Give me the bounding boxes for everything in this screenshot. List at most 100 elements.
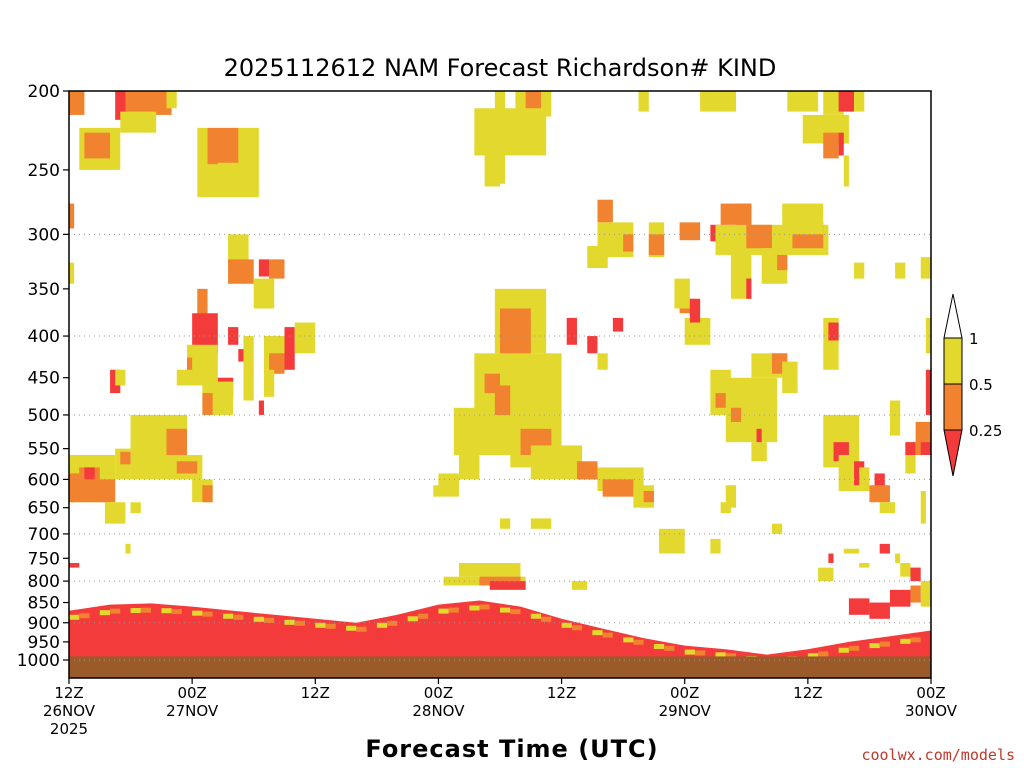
heatmap-cell bbox=[925, 317, 931, 354]
surface-texture-cell bbox=[561, 622, 572, 628]
surface-texture-cell bbox=[725, 653, 737, 659]
heatmap-cell bbox=[484, 155, 500, 187]
surface-texture-cell bbox=[828, 649, 839, 655]
heatmap-cell bbox=[828, 553, 834, 563]
y-tick-label: 900 bbox=[28, 614, 60, 634]
surface-texture-cell bbox=[612, 635, 624, 641]
surface-texture-cell bbox=[294, 620, 306, 626]
heatmap-cell bbox=[494, 385, 511, 415]
heatmap-cell bbox=[438, 473, 459, 489]
heatmap-cell bbox=[269, 353, 285, 374]
heatmap-cell bbox=[104, 502, 126, 524]
y-tick-label: 600 bbox=[28, 470, 60, 490]
heatmap-cell bbox=[838, 132, 844, 156]
surface-texture-cell bbox=[848, 645, 860, 651]
heatmap-cell bbox=[920, 490, 926, 524]
heatmap-cell bbox=[530, 518, 552, 529]
surface-texture-cell bbox=[653, 644, 665, 650]
heatmap-cell bbox=[823, 91, 844, 115]
heatmap-cell bbox=[710, 538, 721, 554]
heatmap-cell bbox=[284, 327, 295, 370]
legend-label: 0.5 bbox=[969, 376, 993, 394]
surface-texture-cell bbox=[900, 638, 911, 644]
surface-texture-cell bbox=[684, 649, 695, 655]
credit-text: coolwx.com/models bbox=[861, 746, 1015, 764]
heatmap-cell bbox=[69, 203, 75, 229]
heatmap-cell bbox=[197, 288, 208, 318]
heatmap-cell bbox=[120, 111, 157, 133]
surface-texture-cell bbox=[469, 605, 480, 611]
heatmap-cell bbox=[869, 602, 890, 619]
x-tick-label: 12Z bbox=[793, 684, 822, 702]
heatmap-cell bbox=[925, 369, 931, 415]
y-tick-label: 350 bbox=[28, 280, 60, 300]
heatmap-cell bbox=[746, 278, 752, 299]
heatmap-cell bbox=[895, 553, 901, 563]
surface-texture-cell bbox=[233, 614, 244, 620]
heatmap-cell bbox=[166, 91, 177, 109]
surface-texture-cell bbox=[99, 610, 111, 616]
heatmap-cell bbox=[202, 393, 213, 415]
heatmap-cell bbox=[587, 336, 598, 354]
heatmap-cell bbox=[69, 562, 80, 568]
surface-texture-cell bbox=[489, 606, 500, 612]
heatmap-cell bbox=[777, 254, 788, 271]
x-tick-label: 29NOV bbox=[659, 702, 712, 720]
chart-title: 2025112612 NAM Forecast Richardson# KIND bbox=[224, 54, 777, 82]
legend-label: 0.25 bbox=[969, 422, 1002, 440]
heatmap-cell bbox=[458, 562, 521, 577]
heatmap-cell bbox=[920, 581, 931, 607]
heatmap-cell bbox=[125, 543, 131, 554]
heatmap-cell bbox=[638, 91, 649, 112]
surface-texture-cell bbox=[520, 610, 531, 616]
heatmap-cell bbox=[854, 262, 865, 279]
heatmap-cell bbox=[905, 442, 916, 456]
heatmap-cell bbox=[838, 91, 855, 112]
heatmap-cell bbox=[659, 528, 685, 554]
heatmap-cell bbox=[458, 455, 480, 480]
heatmap-cell bbox=[489, 581, 526, 590]
x-axis-label: Forecast Time (UTC) bbox=[365, 735, 658, 763]
heatmap-cell bbox=[207, 127, 239, 165]
heatmap-cell bbox=[643, 490, 654, 503]
heatmap-cell bbox=[895, 262, 906, 279]
heatmap-cell bbox=[874, 473, 885, 491]
x-tick-label: 12Z bbox=[547, 684, 576, 702]
heatmap-cell bbox=[843, 548, 860, 554]
heatmap-cell bbox=[900, 562, 911, 577]
heatmap-cell bbox=[187, 357, 193, 374]
surface-texture-cell bbox=[818, 651, 829, 657]
legend: 1 0.5 0.25 bbox=[943, 293, 1002, 477]
surface-texture-cell bbox=[643, 642, 654, 648]
heatmap-cell bbox=[69, 479, 116, 503]
heatmap-cell bbox=[782, 203, 824, 235]
surface-texture-cell bbox=[694, 650, 706, 656]
heatmap-cell bbox=[576, 461, 598, 480]
heatmap-cell bbox=[889, 589, 911, 607]
heatmap-cell bbox=[782, 361, 798, 394]
y-tick-label: 1000 bbox=[17, 651, 60, 671]
heatmap-cell bbox=[771, 523, 783, 534]
surface-texture-cell bbox=[633, 639, 644, 645]
legend-swatch bbox=[943, 383, 963, 431]
surface-texture-cell bbox=[192, 610, 203, 616]
y-tick-label: 500 bbox=[28, 406, 60, 426]
heatmap-cell bbox=[818, 567, 834, 582]
heatmap-cell bbox=[84, 132, 111, 159]
x-tick-label: 2025 bbox=[50, 720, 88, 738]
heatmap-cell bbox=[525, 91, 542, 112]
surface-texture-cell bbox=[202, 611, 213, 617]
heatmap-cell bbox=[725, 485, 737, 508]
surface-texture-cell bbox=[889, 640, 901, 646]
heatmap-cell bbox=[263, 369, 275, 397]
heatmap-cell bbox=[905, 442, 916, 474]
heatmap-cell bbox=[530, 445, 583, 480]
y-tick-label: 750 bbox=[28, 549, 60, 569]
heatmap-cell bbox=[920, 442, 931, 456]
surface-texture-cell bbox=[838, 647, 849, 653]
surface-texture-cell bbox=[315, 622, 326, 628]
y-axis: 200 250 300 350 400 450 500 550 600 650 700 750 8008… bbox=[17, 82, 69, 671]
heatmap-cell bbox=[474, 108, 547, 156]
heatmap-cell bbox=[571, 581, 588, 590]
surface-texture-cell bbox=[571, 625, 583, 631]
